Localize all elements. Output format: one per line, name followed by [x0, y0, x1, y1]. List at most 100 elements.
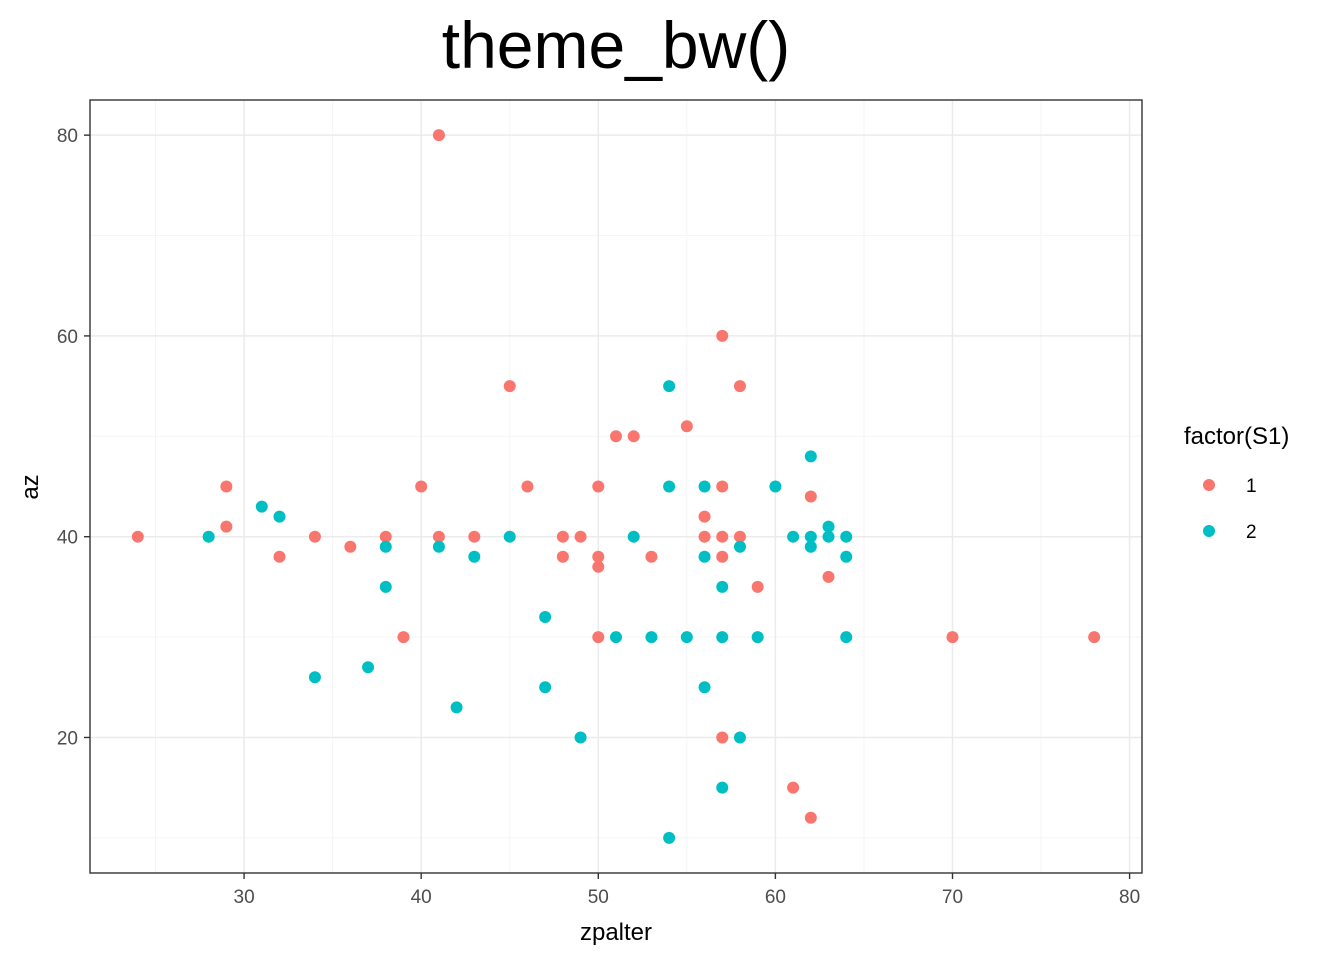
data-point-series-1	[716, 530, 729, 543]
data-point-series-1	[645, 550, 658, 563]
legend-key-2	[1203, 525, 1215, 537]
data-point-series-1	[592, 550, 605, 563]
data-point-series-2	[733, 731, 746, 744]
data-point-series-2	[716, 631, 729, 644]
data-point-series-2	[379, 540, 392, 553]
x-axis-title: zpalter	[580, 919, 652, 946]
x-tick-label: 40	[411, 887, 432, 908]
x-tick-label: 70	[942, 887, 963, 908]
data-point-series-2	[698, 550, 711, 563]
data-point-series-1	[733, 380, 746, 393]
data-point-series-2	[627, 530, 640, 543]
data-point-series-2	[698, 681, 711, 694]
data-point-series-2	[539, 611, 552, 624]
data-point-series-2	[539, 681, 552, 694]
data-points	[131, 129, 1101, 844]
data-point-series-1	[698, 530, 711, 543]
data-point-series-1	[946, 631, 959, 644]
data-point-series-1	[698, 510, 711, 523]
data-point-series-1	[574, 530, 587, 543]
data-point-series-2	[663, 831, 676, 844]
y-axis-title: az	[17, 474, 44, 499]
data-point-series-1	[716, 731, 729, 744]
data-point-series-2	[822, 530, 835, 543]
y-tick-label: 20	[57, 728, 78, 749]
data-point-series-1	[397, 631, 410, 644]
data-point-series-2	[804, 450, 817, 463]
data-point-series-1	[716, 329, 729, 342]
data-point-series-2	[769, 480, 782, 493]
data-point-series-2	[716, 781, 729, 794]
data-point-series-2	[840, 530, 853, 543]
data-point-series-2	[255, 500, 268, 513]
data-point-series-1	[344, 540, 357, 553]
data-point-series-2	[379, 580, 392, 593]
data-point-series-2	[680, 631, 693, 644]
data-point-series-2	[308, 671, 321, 684]
data-point-series-2	[787, 530, 800, 543]
data-point-series-1	[415, 480, 428, 493]
data-point-series-1	[716, 480, 729, 493]
legend: factor(S1) 1 2	[1184, 423, 1289, 543]
legend-label-2: 2	[1246, 522, 1257, 543]
y-tick-label: 80	[57, 126, 78, 147]
data-point-series-2	[804, 540, 817, 553]
data-point-series-1	[503, 380, 516, 393]
data-point-series-2	[751, 631, 764, 644]
data-point-series-2	[610, 631, 622, 644]
data-point-series-1	[592, 560, 605, 573]
data-point-series-1	[716, 550, 729, 563]
data-point-series-2	[273, 510, 286, 523]
y-tick-label: 60	[57, 327, 78, 348]
x-axis-ticks	[243, 873, 1131, 879]
legend-item-2: 2	[1203, 522, 1257, 543]
data-point-series-1	[432, 530, 445, 543]
plot-panel-background	[90, 100, 1142, 873]
data-point-series-1	[822, 570, 835, 583]
data-point-series-2	[362, 661, 375, 674]
data-point-series-1	[680, 420, 693, 433]
data-point-series-1	[627, 430, 640, 443]
data-point-series-2	[432, 540, 445, 553]
data-point-series-2	[733, 540, 746, 553]
data-point-series-1	[733, 530, 746, 543]
y-axis-tick-labels: 20 40 60 80	[57, 126, 78, 749]
data-point-series-1	[610, 430, 622, 443]
legend-title: factor(S1)	[1184, 423, 1289, 450]
data-point-series-1	[273, 550, 286, 563]
data-point-series-2	[468, 550, 481, 563]
data-point-series-1	[432, 129, 445, 142]
x-tick-label: 60	[765, 887, 786, 908]
data-point-series-2	[822, 520, 835, 533]
data-point-series-1	[521, 480, 534, 493]
data-point-series-1	[220, 520, 233, 533]
data-point-series-2	[840, 550, 853, 563]
x-axis-tick-labels: 30 40 50 60 70 80	[234, 887, 1141, 908]
legend-key-1	[1203, 479, 1215, 491]
data-point-series-2	[574, 731, 587, 744]
data-point-series-2	[840, 631, 853, 644]
x-tick-label: 80	[1119, 887, 1140, 908]
data-point-series-1	[131, 530, 144, 543]
chart-title: theme_bw()	[442, 8, 790, 82]
data-point-series-1	[804, 811, 817, 824]
plot-panel-border	[89, 99, 1143, 874]
data-point-series-1	[751, 580, 764, 593]
data-point-series-2	[645, 631, 658, 644]
data-point-series-2	[202, 530, 215, 543]
data-point-series-1	[1088, 631, 1101, 644]
data-point-series-1	[592, 480, 605, 493]
data-point-series-1	[379, 530, 392, 543]
data-point-series-2	[450, 701, 463, 714]
legend-label-1: 1	[1246, 476, 1257, 497]
data-point-series-2	[503, 530, 516, 543]
data-point-series-2	[663, 480, 676, 493]
data-point-series-2	[663, 380, 676, 393]
data-point-series-1	[468, 530, 481, 543]
y-axis-ticks	[84, 134, 90, 739]
data-point-series-1	[804, 490, 817, 503]
data-point-series-1	[592, 631, 605, 644]
x-tick-label: 50	[588, 887, 609, 908]
data-point-series-1	[787, 781, 800, 794]
data-point-series-2	[698, 480, 711, 493]
